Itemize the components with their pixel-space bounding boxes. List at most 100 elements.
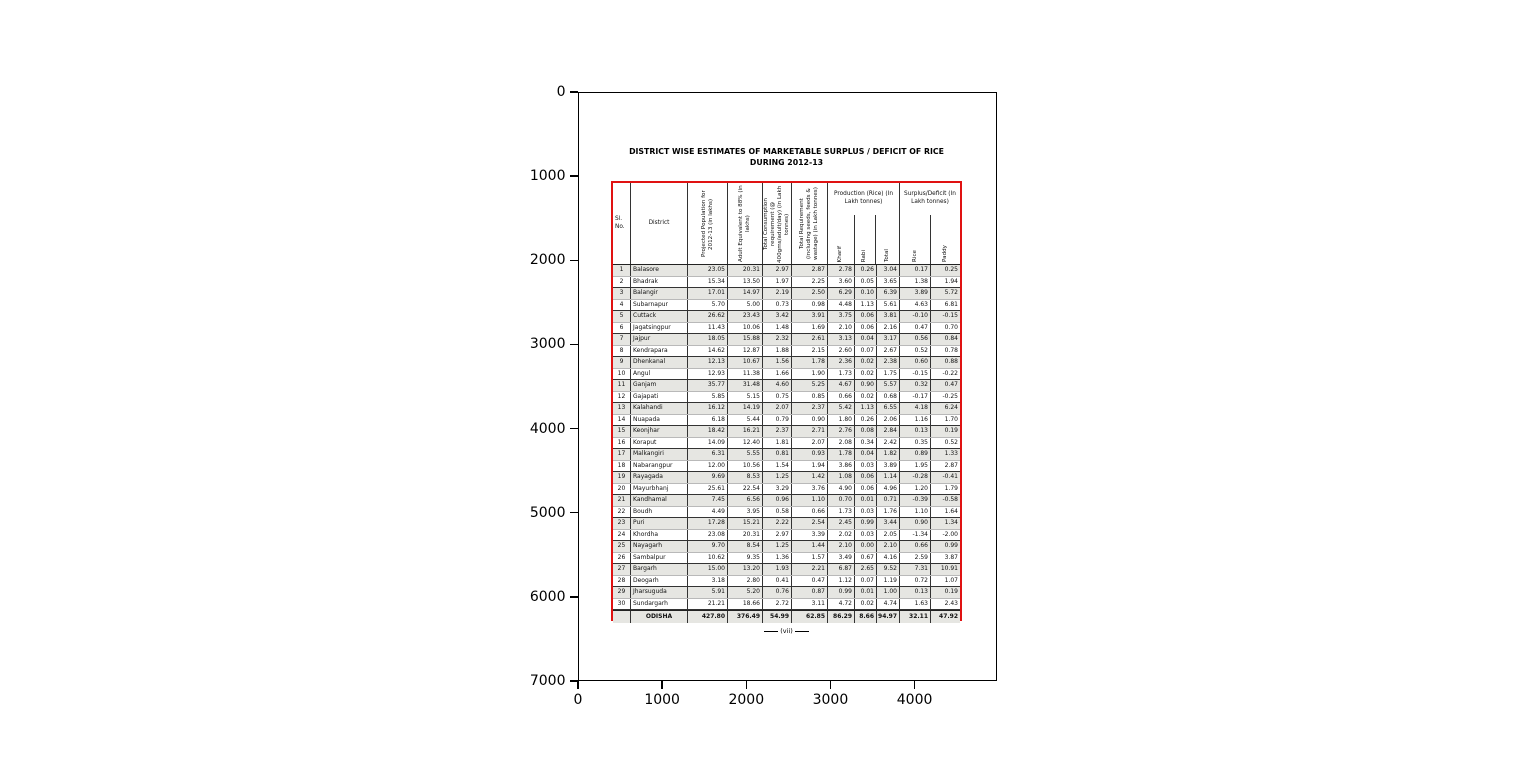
value-cell: 2.59 bbox=[900, 552, 931, 563]
y-tick-mark bbox=[569, 680, 578, 682]
district-cell: Kandhamal bbox=[631, 495, 688, 506]
table-row: 8 Kendrapara 14.62 12.87 1.88 2.15 2.60 0.07 2.6… bbox=[613, 345, 960, 357]
value-cell: 0.81 bbox=[763, 449, 792, 460]
value-cell: 0.00 bbox=[855, 541, 877, 552]
value-cell: 15.88 bbox=[728, 334, 763, 345]
value-cell: 3.76 bbox=[792, 483, 828, 494]
value-cell: 1.94 bbox=[792, 460, 828, 471]
value-cell: 0.10 bbox=[855, 288, 877, 299]
value-cell: 5.20 bbox=[728, 587, 763, 598]
value-cell: 2.07 bbox=[763, 403, 792, 414]
value-cell: 17.28 bbox=[688, 518, 728, 529]
value-cell: 2.16 bbox=[877, 322, 900, 333]
rice-surplus-table: Sl. No. District Projected Population fo… bbox=[611, 181, 962, 623]
value-cell: 15.34 bbox=[688, 276, 728, 287]
value-cell: -0.17 bbox=[900, 391, 931, 402]
value-cell: 1.94 bbox=[944, 277, 958, 285]
value-cell: 13 bbox=[613, 403, 631, 414]
value-cell: -0.41 bbox=[942, 473, 958, 481]
value-cell: 4.67 bbox=[828, 380, 855, 391]
header-total-requirement: Total Requirement (including seeds, feed… bbox=[792, 183, 828, 264]
value-cell: 1.73 bbox=[828, 506, 855, 517]
value-cell: 0.73 bbox=[763, 299, 792, 310]
value-cell: 0.93 bbox=[792, 449, 828, 460]
value-cell: 0.60 bbox=[900, 357, 931, 368]
header-paddy: Paddy bbox=[942, 245, 948, 262]
table-row: 18 Nabarangpur 12.00 10.56 1.54 1.94 3.86 0.03 3… bbox=[613, 460, 960, 472]
value-cell: 12.93 bbox=[688, 368, 728, 379]
value-cell: 0.04 bbox=[855, 334, 877, 345]
header-rabi: Rabi bbox=[855, 215, 877, 264]
value-cell: 1.38 bbox=[900, 276, 931, 287]
value-cell: 0.07 bbox=[855, 575, 877, 586]
value-cell: 26 bbox=[613, 552, 631, 563]
value-cell: 0.70 bbox=[828, 495, 855, 506]
value-cell: 2.43 bbox=[944, 599, 958, 607]
district-cell: Mayurbhanj bbox=[631, 483, 688, 494]
x-tick-mark bbox=[577, 681, 579, 689]
value-cell: 86.29 bbox=[828, 611, 855, 623]
value-cell: 17.01 bbox=[688, 288, 728, 299]
district-cell: Boudh bbox=[631, 506, 688, 517]
value-cell: 1.34 bbox=[944, 519, 958, 527]
value-cell: 4.63 bbox=[900, 299, 931, 310]
x-tick-label: 0 bbox=[573, 692, 583, 708]
value-cell: 3.04 bbox=[877, 265, 900, 276]
table-body: 1 Balasore 23.05 20.31 2.97 2.87 2.78 0.26 3.04 0… bbox=[613, 265, 960, 623]
value-cell: 2.19 bbox=[763, 288, 792, 299]
value-cell: 0.52 bbox=[944, 438, 958, 446]
value-cell: 4.96 bbox=[877, 483, 900, 494]
value-cell: 1.78 bbox=[828, 449, 855, 460]
value-cell: 0.04 bbox=[855, 449, 877, 460]
value-cell: 0.99 bbox=[944, 542, 958, 550]
district-cell: Balangir bbox=[631, 288, 688, 299]
value-cell: 0.79 bbox=[763, 414, 792, 425]
value-cell: 10.06 bbox=[728, 322, 763, 333]
value-cell: 2.32 bbox=[763, 334, 792, 345]
value-cell: 1.07 bbox=[944, 576, 958, 584]
table-row: 6 Jagatsingpur 11.43 10.06 1.48 1.69 2.10 0.06 2… bbox=[613, 322, 960, 334]
value-cell: 8 bbox=[613, 345, 631, 356]
value-cell: 20.31 bbox=[728, 265, 763, 276]
value-cell: 0.68 bbox=[877, 391, 900, 402]
value-cell: 2.61 bbox=[792, 334, 828, 345]
value-cell: 2.65 bbox=[855, 564, 877, 575]
value-cell: -1.34 bbox=[900, 529, 931, 540]
value-cell: 3.95 bbox=[728, 506, 763, 517]
value-cell: 0.06 bbox=[855, 322, 877, 333]
value-cell: 54.99 bbox=[763, 611, 792, 623]
document-title-line1: DISTRICT WISE ESTIMATES OF MARKETABLE SU… bbox=[629, 147, 944, 156]
value-cell: 3.18 bbox=[688, 575, 728, 586]
value-cell: 0.13 bbox=[900, 426, 931, 437]
value-cell: 14.19 bbox=[728, 403, 763, 414]
value-cell: 1.48 bbox=[763, 322, 792, 333]
district-cell: ODISHA bbox=[631, 611, 688, 623]
value-cell: 17 bbox=[613, 449, 631, 460]
header-production-group: Production (Rice) (In Lakh tonnes) Khari… bbox=[828, 183, 900, 264]
value-cell: 3.91 bbox=[792, 311, 828, 322]
district-cell: Balasore bbox=[631, 265, 688, 276]
value-cell: 4.48 bbox=[828, 299, 855, 310]
value-cell: 0.71 bbox=[877, 495, 900, 506]
value-cell: 3.81 bbox=[877, 311, 900, 322]
value-cell: 1.81 bbox=[763, 437, 792, 448]
value-cell: 3.29 bbox=[763, 483, 792, 494]
table-row: 24 Khordha 23.08 20.31 2.97 3.39 2.02 0.03 2.05-… bbox=[613, 529, 960, 541]
value-cell: 9.35 bbox=[728, 552, 763, 563]
value-cell: 16.12 bbox=[688, 403, 728, 414]
value-cell: 25 bbox=[613, 541, 631, 552]
value-cell: 25.61 bbox=[688, 483, 728, 494]
value-cell: 2.45 bbox=[828, 518, 855, 529]
value-cell: 0.88 bbox=[944, 358, 958, 366]
district-cell: Nayagarh bbox=[631, 541, 688, 552]
value-cell: 1.19 bbox=[877, 575, 900, 586]
value-cell: 1.16 bbox=[900, 414, 931, 425]
table-row: 14 Nuapada 6.18 5.44 0.79 0.90 1.80 0.26 2.06 1.1… bbox=[613, 414, 960, 426]
value-cell: 0.89 bbox=[900, 449, 931, 460]
value-cell: 5.00 bbox=[728, 299, 763, 310]
value-cell: 1.33 bbox=[944, 450, 958, 458]
value-cell: 22.54 bbox=[728, 483, 763, 494]
value-cell: 23.08 bbox=[688, 529, 728, 540]
value-cell: 1.10 bbox=[900, 506, 931, 517]
y-tick-mark bbox=[569, 259, 578, 262]
